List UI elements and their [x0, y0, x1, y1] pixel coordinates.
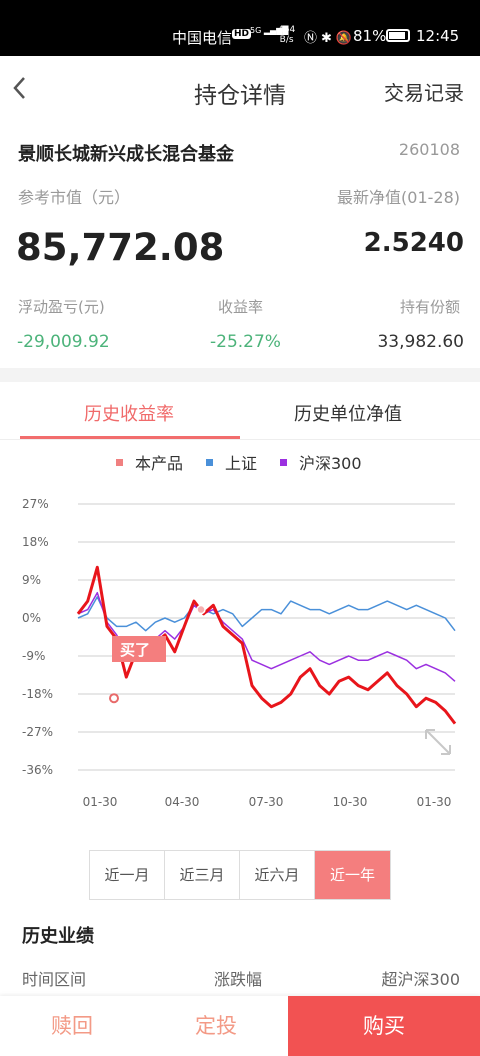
section-divider — [0, 368, 480, 382]
x-tick-label: 01-30 — [83, 795, 118, 809]
period-selector: 近一月 近三月 近六月 近一年 — [89, 850, 391, 900]
col-change-header: 涨跌幅 — [214, 970, 263, 989]
y-tick-label: 27% — [22, 497, 49, 511]
y-tick-label: -18% — [22, 687, 53, 701]
signal-icon: 5G ▂▄▆█ — [250, 26, 289, 35]
latest-nav-value: 2.5240 — [363, 228, 464, 258]
tab-history-nav[interactable]: 历史单位净值 — [294, 404, 402, 425]
return-rate-label: 收益率 — [218, 298, 264, 316]
y-tick-label: -36% — [22, 763, 53, 777]
chart-tabs: 历史收益率 历史单位净值 — [0, 382, 480, 440]
legend-product[interactable]: 本产品 — [116, 450, 183, 474]
expand-icon — [425, 729, 451, 755]
status-bar: 中国电信 HD 5G ▂▄▆█ 464 B/s Ⓝ✱🔕 81% 12:45 — [0, 0, 480, 56]
legend-shanghai[interactable]: 上证 — [206, 450, 257, 474]
chart-legend: 本产品 上证 沪深300 — [0, 450, 480, 474]
legend-product-dot — [116, 459, 123, 466]
period-1m[interactable]: 近一月 — [90, 851, 165, 899]
latest-nav-label: 最新净值(01-28) — [337, 188, 460, 207]
buy-marker-label: 买了 — [120, 641, 150, 659]
x-tick-label: 10-30 — [333, 795, 368, 809]
x-tick-label: 01-30 — [417, 795, 452, 809]
auto-invest-button[interactable]: 定投 — [195, 1014, 237, 1038]
series-line-1 — [77, 596, 456, 632]
legend-hs300[interactable]: 沪深300 — [280, 450, 362, 474]
return-chart[interactable]: 27% 18% 9% 0% -9% -18% -27% -36% 01-30 04-30 07-30… — [0, 490, 480, 820]
status-icons: Ⓝ✱🔕 — [304, 31, 357, 46]
pnl-value: -29,009.92 — [17, 332, 110, 352]
carrier-name: 中国电信 — [172, 29, 233, 47]
nav-bar: 持仓详情 交易记录 — [0, 56, 480, 122]
legend-hs300-dot — [280, 459, 287, 466]
clock: 12:45 — [416, 27, 460, 45]
y-tick-label: 0% — [22, 611, 41, 625]
battery-percent: 81% — [353, 27, 387, 45]
y-tick-label: 9% — [22, 573, 41, 587]
market-value-label: 参考市值（元） — [18, 188, 131, 207]
active-tab-indicator — [20, 436, 240, 439]
fund-summary-card: 景顺长城新兴成长混合基金 260108 参考市值（元） 最新净值(01-28) … — [0, 122, 480, 368]
x-tick-label: 04-30 — [165, 795, 200, 809]
buy-point — [109, 693, 119, 704]
y-tick-label: -9% — [22, 649, 45, 663]
legend-shanghai-label: 上证 — [225, 454, 258, 473]
sell-point — [196, 604, 206, 615]
pnl-label: 浮动盈亏(元) — [18, 298, 105, 316]
period-3m[interactable]: 近三月 — [165, 851, 240, 899]
col-excess-header: 超沪深300 — [381, 970, 460, 989]
hd-icon: HD — [232, 29, 252, 39]
x-tick-label: 07-30 — [249, 795, 284, 809]
performance-title: 历史业绩 — [22, 926, 94, 947]
redeem-button[interactable]: 赎回 — [51, 1014, 93, 1038]
legend-product-label: 本产品 — [135, 454, 184, 473]
return-rate-value: -25.27% — [210, 332, 281, 352]
period-6m[interactable]: 近六月 — [240, 851, 315, 899]
y-tick-label: -27% — [22, 725, 53, 739]
fund-name: 景顺长城新兴成长混合基金 — [18, 144, 234, 165]
trade-records-link[interactable]: 交易记录 — [384, 81, 464, 105]
back-arrow-icon[interactable] — [10, 74, 30, 102]
network-speed: 464 B/s — [278, 25, 296, 45]
market-value: 85,772.08 — [16, 226, 225, 269]
tab-history-return[interactable]: 历史收益率 — [84, 404, 174, 425]
battery-icon — [386, 29, 410, 42]
y-tick-label: 18% — [22, 535, 49, 549]
fund-code: 260108 — [398, 140, 460, 159]
page-title: 持仓详情 — [194, 83, 286, 109]
shares-value: 33,982.60 — [377, 332, 464, 352]
period-1y[interactable]: 近一年 — [315, 851, 390, 899]
legend-hs300-label: 沪深300 — [299, 454, 362, 473]
bottom-action-bar: 赎回 定投 购买 — [0, 996, 480, 1056]
buy-marker-box — [112, 636, 166, 662]
shares-label: 持有份额 — [399, 298, 460, 316]
legend-shanghai-dot — [206, 459, 213, 466]
col-period-header: 时间区间 — [22, 970, 87, 989]
buy-button[interactable]: 购买 — [288, 996, 480, 1056]
